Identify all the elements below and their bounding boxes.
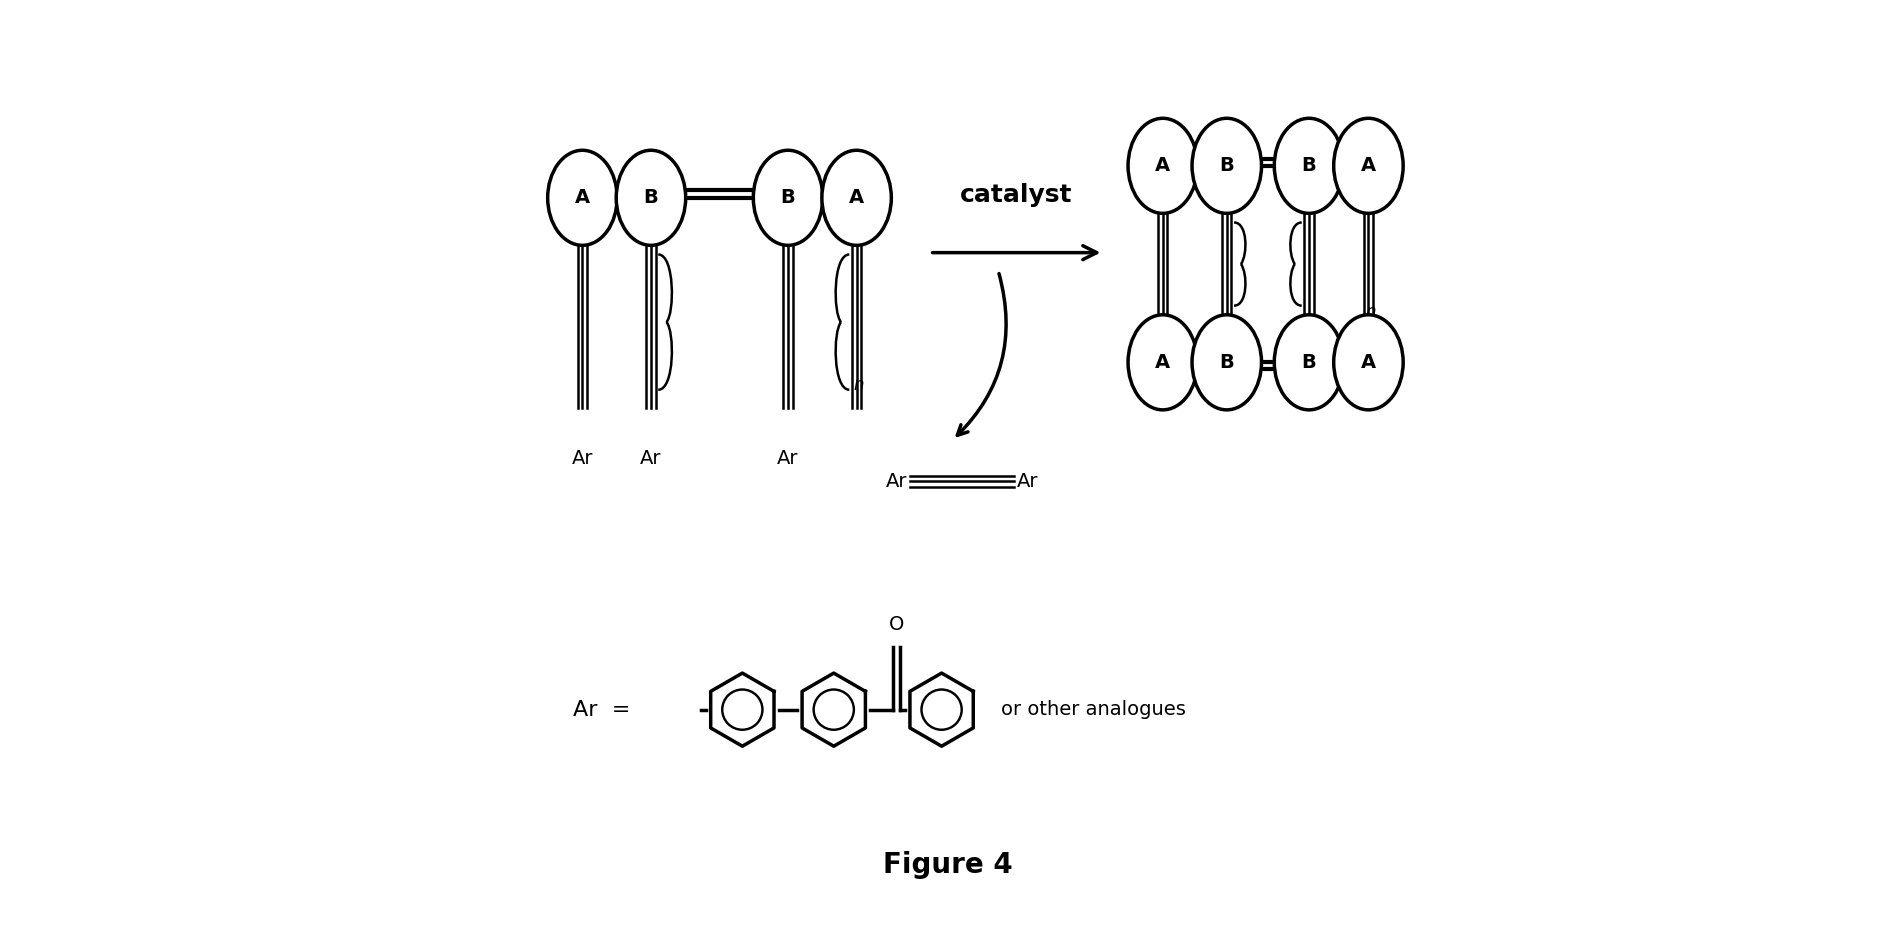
Text: B: B (1219, 353, 1234, 372)
Text: A: A (1361, 353, 1376, 372)
Text: A: A (849, 188, 865, 208)
Text: n: n (1365, 303, 1376, 321)
Text: A: A (1155, 157, 1170, 176)
Ellipse shape (616, 150, 686, 245)
Ellipse shape (1193, 118, 1261, 213)
Text: B: B (781, 188, 796, 208)
Ellipse shape (821, 150, 891, 245)
Text: B: B (643, 188, 658, 208)
Ellipse shape (1333, 314, 1403, 410)
Text: Ar: Ar (573, 449, 593, 468)
Text: or other analogues: or other analogues (1001, 700, 1185, 719)
FancyArrowPatch shape (957, 274, 1007, 435)
Ellipse shape (1128, 118, 1198, 213)
Text: B: B (1303, 353, 1316, 372)
Text: B: B (1219, 157, 1234, 176)
Ellipse shape (1128, 314, 1198, 410)
Text: Ar: Ar (777, 449, 798, 468)
Text: Ar  =: Ar = (573, 700, 631, 719)
Ellipse shape (753, 150, 823, 245)
Text: Ar: Ar (885, 472, 906, 491)
Text: A: A (1155, 353, 1170, 372)
Ellipse shape (548, 150, 616, 245)
Text: A: A (574, 188, 590, 208)
Text: Ar: Ar (1016, 472, 1037, 491)
Text: Figure 4: Figure 4 (884, 851, 1012, 879)
Text: catalyst: catalyst (959, 183, 1073, 207)
Text: A: A (1361, 157, 1376, 176)
Text: Ar: Ar (641, 449, 662, 468)
Ellipse shape (1274, 118, 1344, 213)
Ellipse shape (1333, 118, 1403, 213)
Text: O: O (889, 615, 904, 633)
Text: B: B (1303, 157, 1316, 176)
Ellipse shape (1274, 314, 1344, 410)
Ellipse shape (1193, 314, 1261, 410)
Text: n: n (853, 376, 865, 395)
